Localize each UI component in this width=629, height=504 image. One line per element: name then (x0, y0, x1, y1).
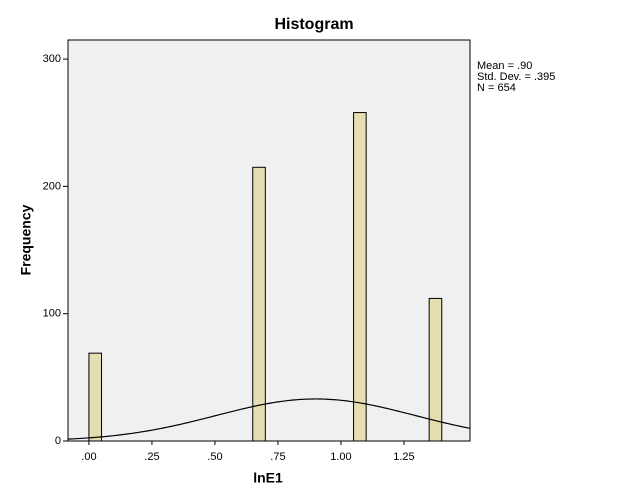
x-axis-label: lnE1 (253, 470, 283, 486)
stats-label: Mean = .90 (477, 60, 532, 72)
x-tick-label: 1.00 (330, 451, 351, 463)
y-tick-label: 0 (55, 435, 61, 447)
y-axis-label: Frequency (18, 204, 34, 275)
normal-curve (67, 398, 471, 440)
y-tick-label: 200 (43, 180, 61, 192)
x-tick-label: 1.25 (393, 451, 414, 463)
x-tick-label: .25 (144, 451, 159, 463)
x-tick-label: .00 (81, 451, 96, 463)
chart-title: Histogram (274, 16, 353, 33)
y-tick-label: 100 (43, 308, 61, 320)
y-tick-label: 300 (43, 53, 61, 65)
x-tick-label: .75 (270, 451, 285, 463)
bar (88, 352, 103, 442)
plot-area (67, 39, 471, 442)
stats-label: Std. Dev. = .395 (477, 71, 555, 83)
bar (353, 112, 367, 442)
x-tick-label: .50 (207, 451, 222, 463)
bar (428, 297, 443, 442)
stats-label: N = 654 (477, 82, 516, 94)
bar (252, 166, 266, 442)
